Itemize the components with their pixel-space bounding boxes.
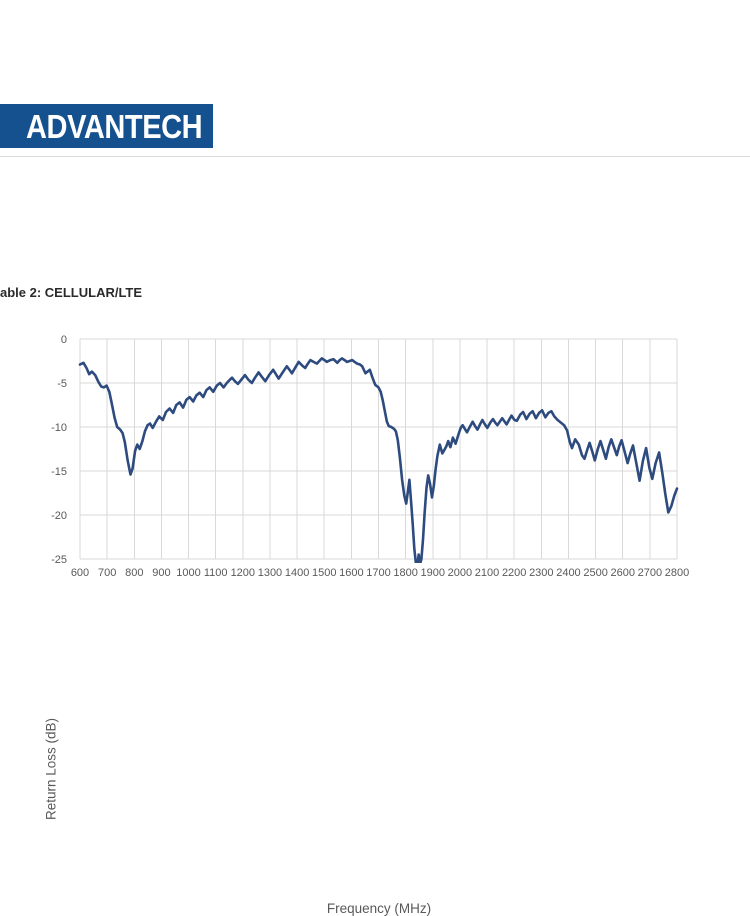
y-tick-label: 0 xyxy=(61,334,67,346)
x-tick-label: 1000 xyxy=(176,567,200,579)
x-tick-label: 1200 xyxy=(231,567,255,579)
y-axis-title-text: Return Loss (dB) xyxy=(43,717,59,821)
x-tick-label: 900 xyxy=(152,567,170,579)
x-tick-label: 2200 xyxy=(502,567,526,579)
x-tick-label: 2300 xyxy=(529,567,553,579)
table-caption: able 2: CELLULAR/LTE xyxy=(0,285,143,300)
y-tick-label: -5 xyxy=(57,378,67,390)
x-tick-label: 1400 xyxy=(285,567,309,579)
x-tick-label: 800 xyxy=(125,567,143,579)
x-axis-title: Frequency (MHz) xyxy=(326,901,432,916)
advantech-logo: ADVANTECH xyxy=(0,104,213,148)
x-tick-label: 2500 xyxy=(583,567,607,579)
x-tick-label: 1100 xyxy=(204,567,228,579)
y-tick-label: -25 xyxy=(51,554,67,566)
x-tick-label: 2100 xyxy=(475,567,499,579)
x-tick-label: 1700 xyxy=(366,567,390,579)
x-tick-label: 600 xyxy=(71,567,89,579)
x-tick-label: 1800 xyxy=(393,567,417,579)
x-tick-label: 2600 xyxy=(610,567,634,579)
x-tick-label: 1600 xyxy=(339,567,363,579)
y-tick-label: -20 xyxy=(51,510,67,522)
return-loss-chart: 0 -5 -10 -15 -20 -25 600 700 800 900 1000 1100 1200 1… xyxy=(0,320,750,916)
x-tick-label: 700 xyxy=(98,567,116,579)
x-tick-label: 2800 xyxy=(665,567,689,579)
x-tick-label: 1500 xyxy=(312,567,336,579)
x-tick-label: 1900 xyxy=(421,567,445,579)
y-tick-label: -10 xyxy=(51,422,67,434)
return-loss-line xyxy=(78,357,679,563)
y-tick-label: -15 xyxy=(51,466,67,478)
x-tick-label: 1300 xyxy=(258,567,282,579)
document-page: { "page": { "logo_text": "ADVANTECH", "c… xyxy=(0,104,750,916)
header-divider xyxy=(0,156,750,157)
x-tick-label: 2000 xyxy=(448,567,472,579)
x-tick-label: 2700 xyxy=(638,567,662,579)
x-tick-label: 2400 xyxy=(556,567,580,579)
advantech-logo-text: ADVANTECH xyxy=(26,108,203,145)
